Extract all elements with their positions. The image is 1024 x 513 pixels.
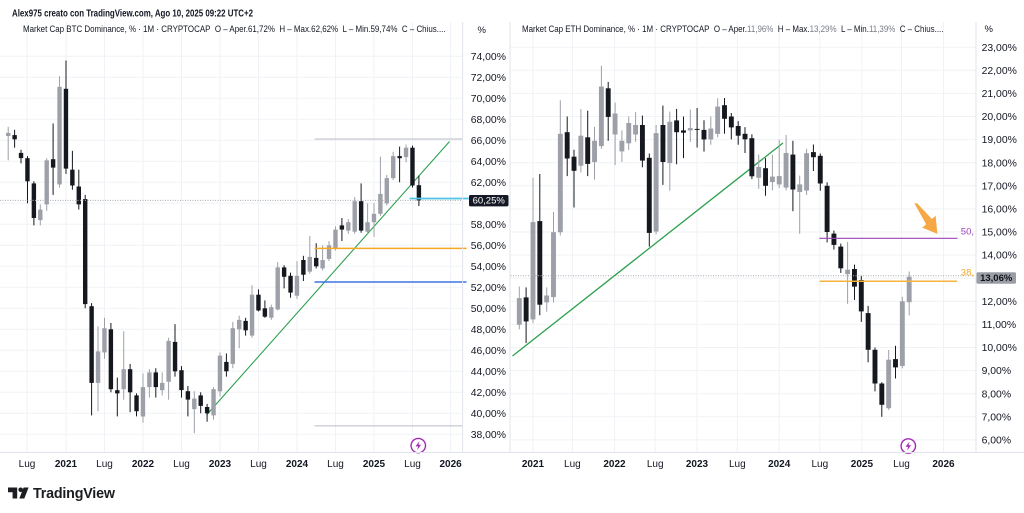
svg-text:58,00%: 58,00% [471,220,506,231]
svg-text:54,00%: 54,00% [471,262,506,273]
svg-text:70,00%: 70,00% [471,94,506,105]
svg-text:52,00%: 52,00% [471,283,506,294]
svg-text:2023: 2023 [209,459,232,470]
svg-text:2024: 2024 [286,459,309,470]
svg-text:13,06%: 13,06% [980,273,1013,284]
svg-text:64,00%: 64,00% [471,157,506,168]
svg-text:19,00%: 19,00% [982,135,1017,146]
svg-text:44,00%: 44,00% [471,367,506,378]
svg-text:Lug: Lug [404,459,421,470]
svg-text:68,00%: 68,00% [471,115,506,126]
svg-text:2021: 2021 [55,459,78,470]
svg-text:66,00%: 66,00% [471,136,506,147]
svg-text:9,00%: 9,00% [982,366,1011,377]
svg-text:Lug: Lug [564,459,581,470]
svg-text:Lug: Lug [19,459,36,470]
svg-text:Alex975 creato con TradingView: Alex975 creato con TradingView.com, Ago … [12,9,253,20]
svg-text:18,00%: 18,00% [982,158,1017,169]
svg-text:2026: 2026 [439,459,462,470]
svg-text:38,: 38, [961,267,974,278]
svg-text:6,00%: 6,00% [982,436,1011,447]
svg-text:TradingView: TradingView [33,486,116,502]
svg-text:Lug: Lug [811,459,828,470]
svg-text:60,25%: 60,25% [473,196,506,207]
svg-text:%: % [478,25,487,36]
svg-text:2025: 2025 [363,459,386,470]
svg-text:16,00%: 16,00% [982,205,1017,216]
svg-text:2021: 2021 [522,459,545,470]
svg-text:Lug: Lug [729,459,746,470]
svg-text:Lug: Lug [250,459,267,470]
svg-text:40,00%: 40,00% [471,409,506,420]
svg-text:Market Cap ETH Dominance, % ·: Market Cap ETH Dominance, % · 1M · CRYPT… [522,23,943,34]
svg-text:22,00%: 22,00% [982,66,1017,77]
svg-text:17,00%: 17,00% [982,181,1017,192]
svg-text:11,00%: 11,00% [982,320,1016,331]
svg-text:62,00%: 62,00% [471,178,506,189]
svg-text:20,00%: 20,00% [982,112,1017,123]
svg-text:7,00%: 7,00% [982,412,1011,423]
svg-text:12,00%: 12,00% [982,297,1017,308]
svg-text:10,00%: 10,00% [982,343,1017,354]
svg-text:74,00%: 74,00% [471,52,506,63]
svg-text:2024: 2024 [768,459,791,470]
svg-text:Lug: Lug [893,459,910,470]
svg-text:Lug: Lug [647,459,664,470]
svg-text:2026: 2026 [932,459,955,470]
svg-text:2023: 2023 [686,459,709,470]
svg-text:2022: 2022 [603,459,626,470]
svg-text:8,00%: 8,00% [982,389,1011,400]
svg-text:21,00%: 21,00% [982,89,1017,100]
svg-text:15,00%: 15,00% [982,228,1017,239]
svg-text:38,00%: 38,00% [471,430,506,441]
svg-text:48,00%: 48,00% [471,325,506,336]
svg-text:Lug: Lug [327,459,344,470]
svg-text:50,00%: 50,00% [471,304,506,315]
svg-text:56,00%: 56,00% [471,241,506,252]
svg-text:2022: 2022 [132,459,155,470]
svg-text:23,00%: 23,00% [982,43,1017,54]
svg-text:Market Cap BTC Dominance, % ·: Market Cap BTC Dominance, % · 1M · CRYPT… [23,23,446,34]
svg-text:14,00%: 14,00% [982,251,1017,262]
svg-text:Lug: Lug [96,459,113,470]
svg-text:42,00%: 42,00% [471,388,506,399]
svg-text:46,00%: 46,00% [471,346,506,357]
svg-text:72,00%: 72,00% [471,73,506,84]
svg-text:2025: 2025 [851,459,874,470]
svg-text:%: % [985,24,994,35]
svg-text:Lug: Lug [173,459,190,470]
svg-text:50,: 50, [961,226,974,237]
